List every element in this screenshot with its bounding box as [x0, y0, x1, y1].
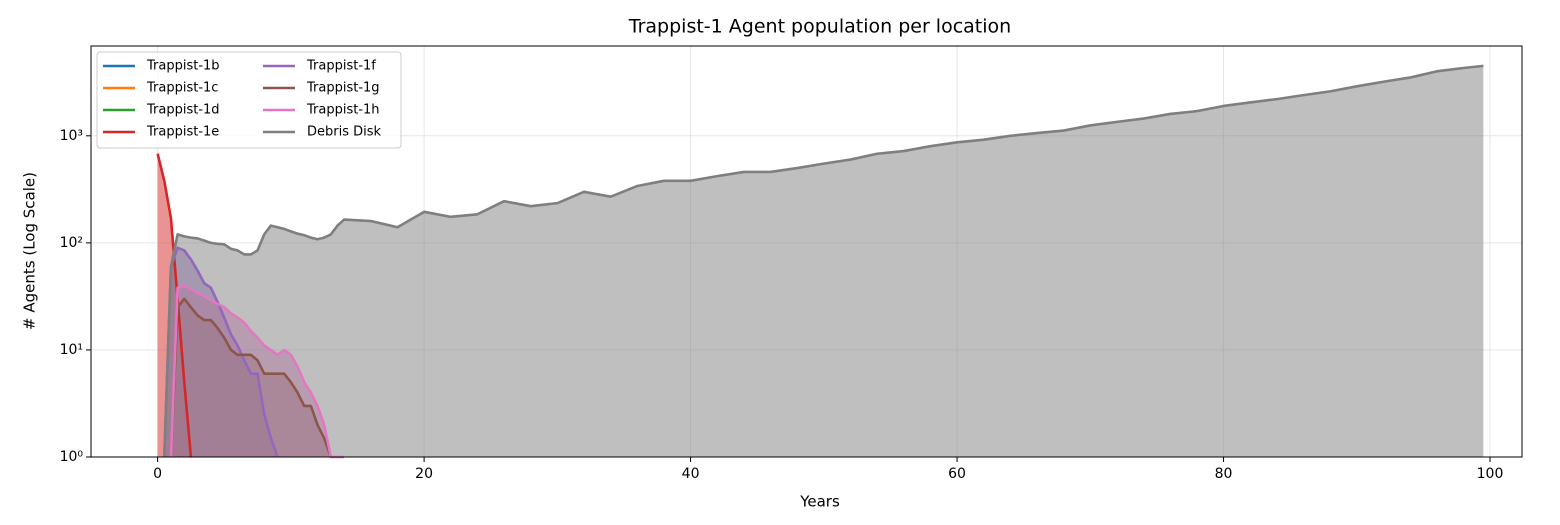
series-line	[169, 297, 333, 458]
legend-label: Trappist-1h	[306, 103, 380, 118]
x-tick-label: 0	[153, 466, 162, 482]
legend-label: Trappist-1c	[146, 81, 218, 96]
y-tick-label: 10³	[60, 128, 83, 144]
series-line	[162, 246, 279, 458]
x-tick-label: 80	[1215, 466, 1233, 482]
legend-label: Trappist-1g	[306, 81, 380, 96]
legend-label: Trappist-1e	[146, 125, 219, 140]
x-tick-label: 20	[415, 466, 433, 482]
y-axis-label: # Agents (Log Scale)	[21, 172, 39, 330]
y-tick-label: 10²	[60, 235, 83, 251]
legend-label: Trappist-1d	[146, 103, 220, 118]
series-line	[169, 284, 345, 459]
chart-title: Trappist-1 Agent population per location	[628, 16, 1011, 38]
series-line	[162, 64, 1484, 458]
legend-label: Trappist-1f	[306, 59, 376, 74]
plot-frame	[90, 45, 1523, 458]
x-tick-label: 100	[1477, 466, 1504, 482]
y-tick-label: 10¹	[60, 342, 83, 358]
x-axis-label: Years	[799, 493, 840, 511]
legend-box	[96, 51, 402, 149]
legend-label: Debris Disk	[307, 125, 382, 140]
y-tick-label: 10⁰	[60, 449, 84, 465]
x-tick-label: 40	[682, 466, 700, 482]
x-tick-label: 60	[948, 466, 966, 482]
area	[164, 65, 1484, 457]
legend-label: Trappist-1b	[146, 59, 220, 74]
